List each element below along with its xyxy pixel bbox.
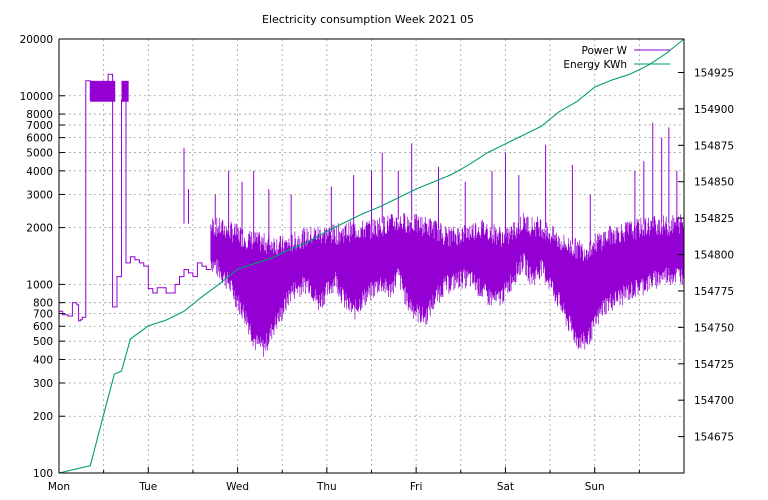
x-tick-label: Tue [138, 481, 157, 493]
y-left-tick-label: 20000 [20, 34, 53, 46]
y-right-tick-label: 154925 [694, 67, 734, 79]
energy-series-line [58, 38, 685, 474]
y-left-tick-label: 8000 [26, 109, 53, 121]
y-left-tick-label: 5000 [26, 148, 53, 160]
y-left-tick-label: 3000 [26, 189, 53, 201]
power-series-line [59, 73, 211, 322]
x-tick-label: Wed [226, 481, 249, 493]
y-left-tick-label: 300 [33, 378, 53, 390]
chart-title: Electricity consumption Week 2021 05 [262, 13, 474, 26]
x-tick-label: Thu [316, 481, 337, 493]
y-left-tick-label: 800 [33, 298, 53, 310]
y-left-tick-label: 100 [33, 468, 53, 480]
legend: Power W Energy KWh [563, 45, 670, 71]
y-right-tick-label: 154750 [694, 322, 734, 334]
x-tick-label: Fri [410, 481, 423, 493]
y-right-tick-label: 154700 [694, 395, 734, 407]
y-left-tick-label: 10000 [20, 91, 53, 103]
power-series-band [210, 213, 685, 357]
data-layer [58, 38, 685, 474]
x-tick-label: Mon [48, 481, 70, 493]
y-left-tick-label: 1000 [26, 279, 53, 291]
y-left-tick-label: 7000 [26, 120, 53, 132]
y-left-tick-label: 400 [33, 354, 53, 366]
y-right-tick-label: 154675 [694, 432, 734, 444]
y-left-tick-label: 4000 [26, 166, 53, 178]
x-tick-label: Sun [585, 481, 605, 493]
x-tick-label: Sat [497, 481, 514, 493]
y-left-tick-label: 600 [33, 321, 53, 333]
y-right-tick-label: 154775 [694, 286, 734, 298]
legend-label-power: Power W [582, 45, 628, 57]
y-right-tick-label: 154825 [694, 213, 734, 225]
power-dense-block [90, 80, 116, 102]
y-left-tick-label: 200 [33, 411, 53, 423]
y-right-tick-label: 154800 [694, 250, 734, 262]
y-right-tick-label: 154850 [694, 177, 734, 189]
y-left-tick-label: 6000 [26, 133, 53, 145]
power-dense-block [121, 80, 129, 102]
y-right-tick-label: 154900 [694, 104, 734, 116]
y-right-tick-label: 154875 [694, 140, 734, 152]
y-right-tick-label: 154725 [694, 359, 734, 371]
y-left-tick-label: 2000 [26, 223, 53, 235]
legend-label-energy: Energy KWh [563, 59, 627, 71]
y-left-tick-label: 700 [33, 309, 53, 321]
y-left-tick-label: 500 [33, 336, 53, 348]
